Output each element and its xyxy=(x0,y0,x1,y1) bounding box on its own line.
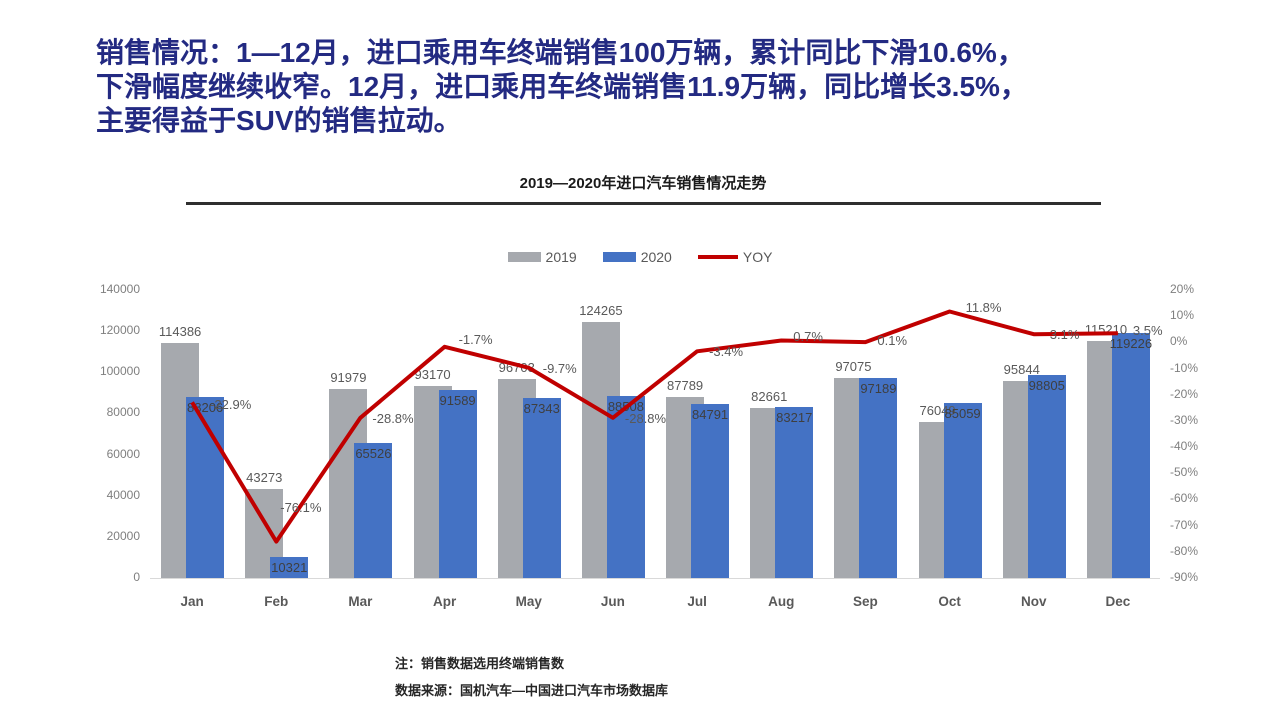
yoy-label-nov: 3.1% xyxy=(1049,327,1080,343)
legend-item-2020: 2020 xyxy=(602,249,672,265)
yoy-label-aug: 0.7% xyxy=(793,328,823,344)
label-2019-jan: 114386 xyxy=(158,323,202,339)
label-2019-sep: 97075 xyxy=(835,359,872,375)
label-2019-jul: 87789 xyxy=(667,378,704,394)
x-axis-line xyxy=(150,578,1160,579)
headline-line-3: 主要得益于SUV的销售拉动。 xyxy=(96,105,462,136)
x-label-mar: Mar xyxy=(348,594,373,609)
bar-2020-mar xyxy=(354,443,393,578)
right-axis-tick-10%: 10% xyxy=(1170,308,1195,323)
label-2020-feb: 10321 xyxy=(271,559,308,575)
x-label-jun: Jun xyxy=(600,594,625,609)
x-label-nov: Nov xyxy=(1020,594,1047,609)
yoy-label-may: -9.7% xyxy=(542,360,577,376)
left-axis-tick-120000: 120000 xyxy=(99,323,140,338)
right-axis-tick--10%: -10% xyxy=(1170,360,1199,375)
bar-2020-nov xyxy=(1027,374,1066,578)
yoy-label-jul: -3.4% xyxy=(709,344,744,360)
left-axis-tick-80000: 80000 xyxy=(106,405,140,420)
right-axis-tick--90%: -90% xyxy=(1170,570,1199,584)
label-2020-mar: 65526 xyxy=(355,446,392,462)
label-2019-apr: 93170 xyxy=(414,367,451,383)
legend-item-yoy: YOY xyxy=(697,249,773,265)
legend-swatch-2020 xyxy=(602,252,636,262)
label-2019-jun: 124265 xyxy=(579,303,623,319)
bar-2020-apr xyxy=(438,389,477,578)
label-2019-aug: 82661 xyxy=(751,388,788,404)
headline-line-1: 销售情况：1—12月，进口乘用车终端销售100万辆，累计同比下滑10.6%， xyxy=(96,37,1025,68)
label-2020-aug: 83217 xyxy=(776,409,813,425)
note-line-1: 注：销售数据选用终端销售数 xyxy=(395,656,565,671)
right-axis-tick--80%: -80% xyxy=(1170,543,1199,558)
right-axis-tick-20%: 20% xyxy=(1170,282,1195,296)
x-label-oct: Oct xyxy=(938,594,961,609)
label-2019-mar: 91979 xyxy=(330,369,367,385)
yoy-label-sep: 0.1% xyxy=(877,333,908,349)
yoy-label-apr: -1.7% xyxy=(458,331,493,347)
bar-2020-jul xyxy=(691,403,730,578)
left-axis-tick-140000: 140000 xyxy=(99,282,140,296)
label-2020-oct: 85059 xyxy=(944,406,981,422)
legend-label-yoy: YOY xyxy=(742,249,773,265)
chart-legend: 2019 2020 YOY xyxy=(0,249,1280,265)
right-axis-tick--70%: -70% xyxy=(1170,517,1199,532)
x-label-apr: Apr xyxy=(432,594,457,609)
x-label-aug: Aug xyxy=(768,594,795,609)
x-label-sep: Sep xyxy=(853,594,878,609)
left-axis-tick-40000: 40000 xyxy=(106,487,140,502)
yoy-label-jun: -28.8% xyxy=(624,410,667,426)
headline-line-2: 下滑幅度继续收窄。12月，进口乘用车终端销售11.9万辆，同比增长3.5%， xyxy=(96,71,1028,102)
right-axis-tick--40%: -40% xyxy=(1170,439,1199,454)
right-axis-tick--60%: -60% xyxy=(1170,491,1199,506)
label-2020-jul: 84791 xyxy=(692,406,729,422)
yoy-label-jan: -22.9% xyxy=(210,397,252,413)
bar-2020-jan xyxy=(186,396,225,578)
yoy-label-dec: 3.5% xyxy=(1132,323,1163,339)
bar-2020-may xyxy=(522,398,561,578)
legend-item-2019: 2019 xyxy=(507,249,577,265)
label-2020-may: 87343 xyxy=(523,401,560,417)
legend-label-2019: 2019 xyxy=(545,249,577,265)
left-axis-tick-20000: 20000 xyxy=(106,528,140,543)
bar-2020-oct xyxy=(943,403,982,578)
chart-title: 2019—2020年进口汽车销售情况走势 xyxy=(519,175,767,192)
yoy-label-mar: -28.8% xyxy=(372,410,414,426)
yoy-label-feb: -76.1% xyxy=(280,499,322,515)
legend-swatch-2019 xyxy=(507,252,541,262)
right-axis-tick--30%: -30% xyxy=(1170,412,1199,427)
right-axis-tick-0%: 0% xyxy=(1170,334,1188,349)
title-underline-rule xyxy=(186,202,1101,205)
label-2020-sep: 97189 xyxy=(860,381,897,397)
headline: 销售情况：1—12月，进口乘用车终端销售100万辆，累计同比下滑10.6%， 下… xyxy=(96,36,1226,138)
bar-2020-aug xyxy=(775,406,814,578)
legend-swatch-yoy xyxy=(697,255,738,259)
x-label-dec: Dec xyxy=(1105,594,1131,609)
right-axis-tick--20%: -20% xyxy=(1170,386,1199,401)
label-2020-apr: 91589 xyxy=(439,392,476,408)
left-axis-tick-0: 0 xyxy=(133,570,140,584)
label-2020-dec: 119226 xyxy=(1109,335,1153,351)
label-2019-nov: 95844 xyxy=(1003,361,1040,377)
x-label-jul: Jul xyxy=(687,594,707,609)
left-axis-tick-100000: 100000 xyxy=(99,364,140,379)
x-label-feb: Feb xyxy=(264,594,289,609)
yoy-label-oct: 11.8% xyxy=(965,300,1002,316)
x-label-jan: Jan xyxy=(180,594,204,609)
left-axis-tick-60000: 60000 xyxy=(106,446,140,461)
label-2020-nov: 98805 xyxy=(1028,377,1065,393)
bar-2020-feb xyxy=(270,556,309,578)
legend-label-2020: 2020 xyxy=(640,249,672,265)
footnotes: 注：销售数据选用终端销售数 数据来源：国机汽车—中国进口汽车市场数据库 xyxy=(395,650,668,704)
x-label-may: May xyxy=(515,594,542,609)
label-2019-feb: 43273 xyxy=(246,469,283,485)
right-axis-tick--50%: -50% xyxy=(1170,465,1199,480)
note-line-2: 数据来源：国机汽车—中国进口汽车市场数据库 xyxy=(395,683,669,698)
bar-2020-dec xyxy=(1111,332,1150,578)
